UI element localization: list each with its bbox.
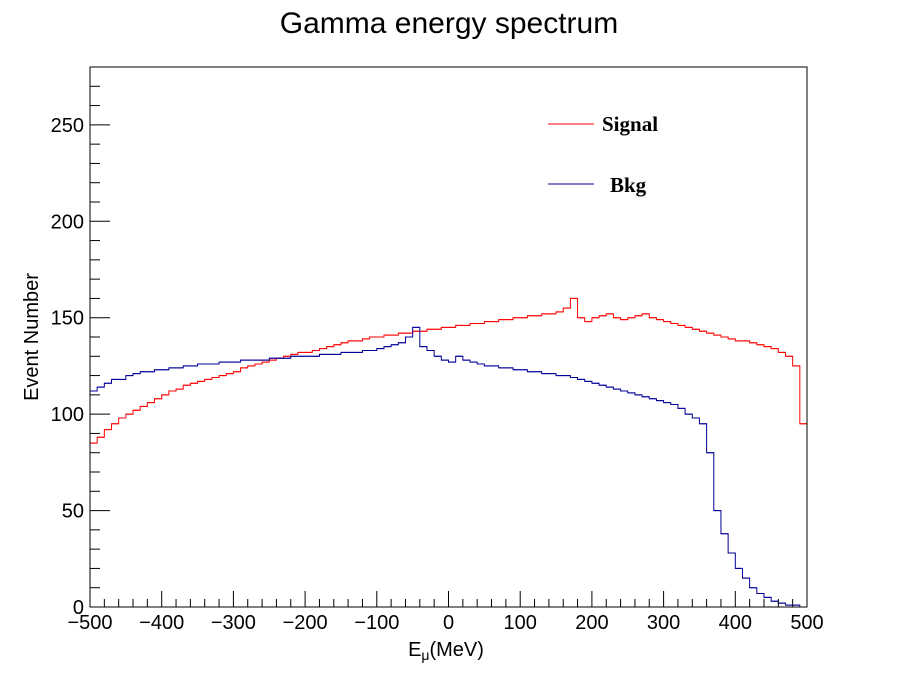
x-tick-label: −200: [283, 612, 328, 634]
x-tick-label: 400: [719, 612, 752, 634]
y-tick-label: 150: [51, 308, 84, 330]
x-tick-label: 0: [443, 612, 454, 634]
series-layer: [90, 297, 807, 608]
x-axis-label-main: E: [408, 639, 421, 661]
x-axis-label-sub: μ: [421, 647, 429, 663]
x-tick-label: −100: [354, 612, 399, 634]
legend: Signal Bkg: [548, 112, 658, 197]
y-tick-label: 50: [62, 501, 84, 523]
x-axis: −500 −400 −300 −200 −100 0 100 200 300 400 500: [67, 591, 824, 634]
x-tick-label: −500: [67, 612, 112, 634]
series-signal: [90, 297, 807, 444]
y-tick-label: 250: [51, 115, 84, 137]
legend-label-bkg: Bkg: [610, 173, 647, 197]
series-line-signal: [90, 297, 807, 444]
x-tick-label: −400: [139, 612, 184, 634]
y-tick-label: 100: [51, 404, 84, 426]
x-tick-label: −300: [211, 612, 256, 634]
chart-title: Gamma energy spectrum: [280, 7, 618, 40]
plot-frame: [89, 66, 808, 608]
legend-label-signal: Signal: [602, 112, 658, 136]
x-tick-label: 100: [504, 612, 537, 634]
x-tick-label: 500: [790, 612, 823, 634]
series-line-bkg: [90, 326, 807, 608]
y-axis-label: Event Number: [21, 273, 43, 401]
plot-area: [90, 297, 807, 608]
series-bkg: [90, 326, 807, 608]
y-tick-label: 0: [73, 597, 84, 619]
x-axis-label: Eμ(MeV): [408, 639, 484, 663]
y-axis: 0 50 100 150 200 250: [51, 66, 110, 619]
x-tick-label: 200: [575, 612, 608, 634]
x-axis-label-unit: (MeV): [429, 639, 483, 661]
x-tick-label: 300: [647, 612, 680, 634]
y-tick-label: 200: [51, 211, 84, 233]
